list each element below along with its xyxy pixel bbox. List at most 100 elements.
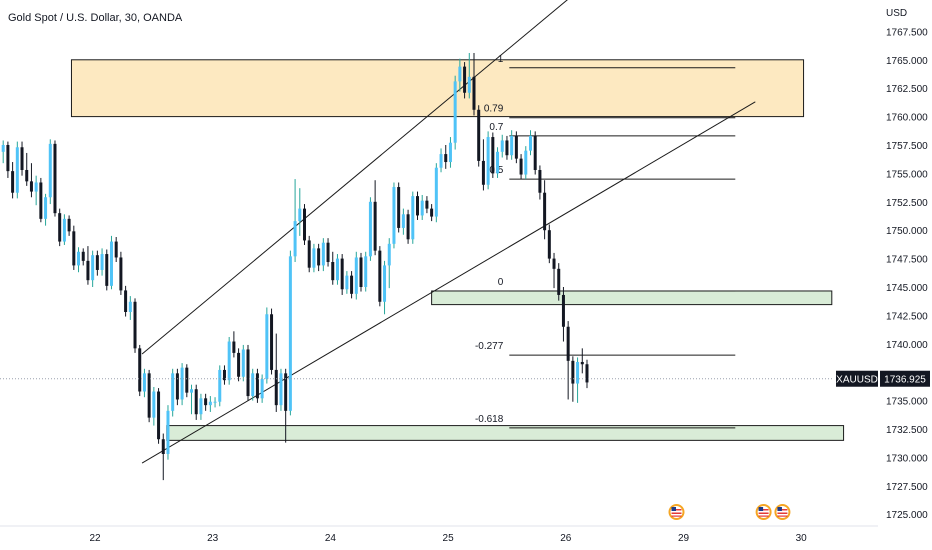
candle[interactable] [298,188,302,236]
candle[interactable] [194,384,198,420]
candle[interactable] [486,131,490,190]
candle[interactable] [383,260,387,315]
candle[interactable] [326,238,330,267]
candle[interactable] [303,204,307,245]
candle[interactable] [53,140,57,217]
candle[interactable] [514,131,518,164]
candle[interactable] [538,165,542,200]
support-zone-0[interactable] [431,290,833,306]
candle[interactable] [180,363,184,406]
candle[interactable] [39,177,43,223]
candle[interactable] [152,386,156,426]
candle[interactable] [566,321,570,400]
candle[interactable] [411,191,415,244]
candle[interactable] [58,208,62,247]
candle[interactable] [251,368,255,401]
candle[interactable] [547,224,551,264]
candle[interactable] [458,58,462,92]
candle[interactable] [340,254,344,295]
candle[interactable] [359,252,363,292]
candle[interactable] [86,246,90,285]
candle[interactable] [397,182,401,233]
candle[interactable] [246,344,250,401]
candle[interactable] [580,348,584,374]
candle[interactable] [463,62,467,99]
candle[interactable] [453,75,457,150]
candle[interactable] [481,139,485,191]
candle[interactable] [232,331,236,358]
candle[interactable] [105,249,109,291]
candle[interactable] [20,141,24,176]
candle[interactable] [138,344,142,397]
candle[interactable] [279,368,283,411]
candle[interactable] [543,180,547,240]
candle[interactable] [124,285,128,317]
x-axis[interactable]: 22 23 24 25 26 29 30 [0,525,878,544]
candle[interactable] [505,135,509,160]
candle[interactable] [448,137,452,168]
candle[interactable] [406,209,410,244]
candle[interactable] [477,105,481,167]
y-axis[interactable]: 1767.500 1765.000 1762.500 1760.000 1757.500… [886,27,928,521]
candle[interactable] [364,251,368,292]
candle[interactable] [133,298,137,353]
candle[interactable] [274,333,278,412]
candle[interactable] [25,152,29,186]
candle[interactable] [317,243,321,272]
candle[interactable] [204,393,208,411]
candle[interactable] [524,146,528,180]
candle[interactable] [199,393,203,420]
candle[interactable] [72,225,76,270]
candle[interactable] [434,163,438,223]
candle[interactable] [44,193,48,226]
candle[interactable] [6,141,10,178]
us-flag-event-icon[interactable] [755,504,772,520]
candle[interactable] [321,238,325,272]
candle[interactable] [161,433,165,481]
candle[interactable] [420,194,424,220]
candle[interactable] [222,365,226,385]
candle[interactable] [491,132,495,178]
candle[interactable] [119,251,123,295]
lower-channel-line[interactable] [141,101,756,464]
candle[interactable] [401,208,405,235]
candle[interactable] [350,271,354,299]
candle[interactable] [15,141,19,199]
candle[interactable] [237,348,241,382]
candle[interactable] [288,250,292,416]
candle[interactable] [533,131,537,175]
candle[interactable] [95,250,99,276]
candle[interactable] [29,163,33,198]
candle[interactable] [77,247,81,273]
candle[interactable] [190,384,194,415]
candle[interactable] [81,248,85,266]
candle[interactable] [166,405,170,460]
candle[interactable] [444,145,448,169]
candle[interactable] [510,130,514,160]
candle[interactable] [218,365,222,407]
candle[interactable] [331,251,335,285]
candle[interactable] [387,238,391,289]
candle[interactable] [345,271,349,294]
candle[interactable] [62,214,66,245]
candle[interactable] [227,336,231,385]
candle[interactable] [114,237,118,263]
candle[interactable] [185,364,189,398]
candle[interactable] [467,52,471,99]
candle[interactable] [48,139,52,205]
candle[interactable] [293,179,297,263]
candle[interactable] [496,147,500,178]
candle[interactable] [270,308,274,375]
candle[interactable] [91,250,95,287]
us-flag-event-icon[interactable] [774,504,791,520]
candle[interactable] [34,175,38,206]
candle[interactable] [260,374,264,403]
candle[interactable] [571,356,575,402]
candle[interactable] [128,296,132,320]
candle[interactable] [585,359,589,389]
candle[interactable] [378,246,382,307]
candle[interactable] [425,196,429,214]
candle[interactable] [552,252,556,289]
candle[interactable] [100,248,104,276]
